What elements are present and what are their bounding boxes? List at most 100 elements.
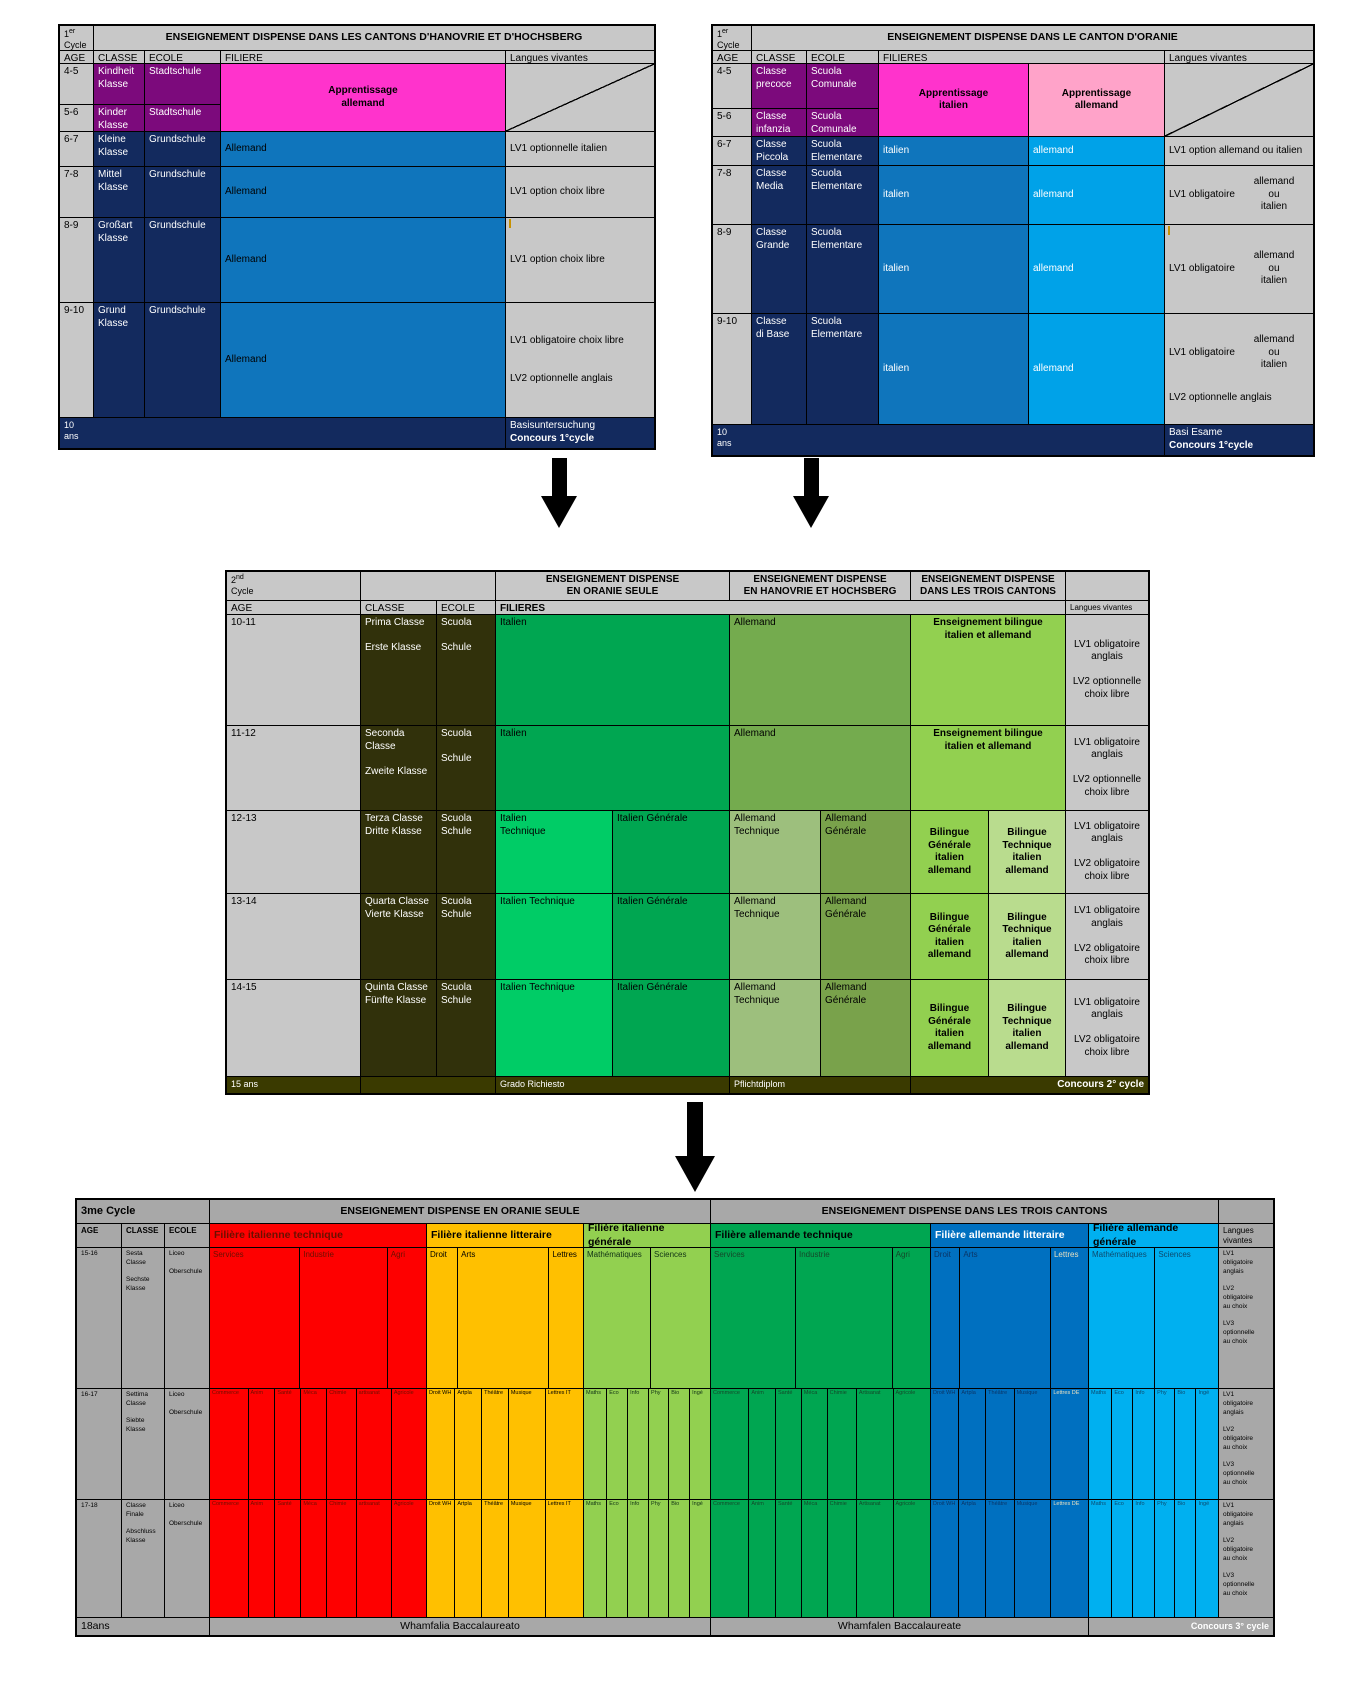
filiere-allemand-cell: allemand xyxy=(1029,225,1164,313)
title-oranie-seule: ENSEIGNEMENT DISPENSE EN ORANIE SEULE xyxy=(496,572,729,600)
classe-cell: Classe di Base xyxy=(752,314,806,424)
filiere-subcolumn: Info xyxy=(627,1500,648,1617)
filiere-subcolumn: Artpla xyxy=(958,1389,985,1499)
filiere-subcolumn: Méca xyxy=(800,1389,827,1499)
filiere-subcolumn: Lettres IT xyxy=(544,1389,583,1499)
filiere-subcolumn: Bio xyxy=(1174,1500,1195,1617)
filiere-kindergarten-cell: Apprentissage allemand xyxy=(221,64,505,131)
classe-cell: Sesta Classe Sechste Klasse xyxy=(122,1248,164,1388)
ecole-cell: Scuola Schule xyxy=(437,894,495,979)
footer-age-cell: 10 ans xyxy=(60,418,505,448)
ecole-cell: Scuola Schule xyxy=(437,615,495,725)
lv1-options: allemand ou italien xyxy=(1253,334,1295,370)
filiere-header-de-litteraire: Filière allemande litteraire xyxy=(931,1224,1088,1247)
filiere-subcolumn: Phy xyxy=(1154,1500,1174,1617)
col-header-classe: CLASSE xyxy=(361,601,436,614)
filiere-subcolumn: Musique xyxy=(1013,1500,1051,1617)
ecole-cell: Grundschule xyxy=(145,218,220,302)
cycle-number: 2 xyxy=(231,575,237,585)
langues-empty-diagonal-cell xyxy=(1165,64,1313,136)
filiere-header-it-generale: Filière italienne générale xyxy=(584,1224,710,1247)
classe-cell: Quarta Classe Vierte Klasse xyxy=(361,894,436,979)
filiere-it-technique-strip: Commerce Anim Santé Méca Chimie artisanat Agri… xyxy=(210,1500,426,1617)
ecole-cell: Scuola Elementare xyxy=(807,137,878,165)
ecole-cell: Stadtschule xyxy=(145,64,220,104)
filiere-de-litteraire-strip: Droit WH Artpla Théâtre Musique Lettres DE xyxy=(931,1500,1088,1617)
age-cell: 16-17 xyxy=(77,1389,121,1499)
age-cell: 6-7 xyxy=(713,137,751,165)
filiere-subcolumn: Théâtre xyxy=(481,1500,508,1617)
filiere-de-technique-strip: Services Industrie Agri xyxy=(711,1248,930,1388)
classe-cell: Großart Klasse xyxy=(94,218,144,302)
filiere-de-litteraire-strip: Droit Arts Lettres xyxy=(931,1248,1088,1388)
cycle-label: 2nd Cycle xyxy=(227,572,360,600)
cycle-ordinal: er xyxy=(69,28,76,35)
filiere-subcolumn: Eco xyxy=(1111,1500,1132,1617)
classe-cell: Grund Klasse xyxy=(94,303,144,417)
langues-cell: LV1 obligatoire allemand ou italien xyxy=(1165,166,1313,224)
age-cell: 5-6 xyxy=(713,109,751,136)
langues-cell: LV1 obligatoire anglais LV2 optionnelle … xyxy=(1066,615,1148,725)
ecole-cell: Stadtschule xyxy=(145,105,220,131)
filiere-it-generale-strip: Mathématiques Sciences xyxy=(584,1248,710,1388)
filiere-subcolumn: Phy xyxy=(648,1389,668,1499)
down-arrow-icon xyxy=(793,458,829,528)
filiere-cell: Allemand xyxy=(221,303,505,417)
classe-cell: Classe Media xyxy=(752,166,806,224)
filiere-subcolumn: Agricole xyxy=(390,1389,426,1499)
col-header-classe: CLASSE xyxy=(122,1224,164,1247)
filiere-subcolumn: Bio xyxy=(668,1500,689,1617)
filiere-de-technique-strip: Commerce Anim Santé Méca Chimie Artisanat Agri… xyxy=(711,1389,930,1499)
filiere-italien-technique-cell: Italien Technique xyxy=(496,811,612,893)
classe-cell: Classe infanzia xyxy=(752,109,806,136)
filiere-subcolumn: Droit xyxy=(430,1250,447,1259)
classe-cell: Mittel Klasse xyxy=(94,167,144,217)
filiere-italien-cell: italien xyxy=(879,137,1028,165)
filiere-subcolumn: Services xyxy=(714,1250,745,1259)
age-cell: 9-10 xyxy=(713,314,751,424)
col-header-ecole: ECOLE xyxy=(807,51,878,63)
filiere-subcolumn: Musique xyxy=(507,1389,545,1499)
col-header-age: AGE xyxy=(77,1224,121,1247)
down-arrow-icon xyxy=(541,458,577,528)
langues-cell: LV1 obligatoire anglais LV2 optionnelle … xyxy=(1066,726,1148,810)
footer-age-cell: 15 ans xyxy=(227,1077,360,1093)
filiere-subcolumn: Commerce xyxy=(713,1390,740,1396)
classe-cell: Quinta Classe Fünfte Klasse xyxy=(361,980,436,1076)
filiere-italien-generale-cell: Italien Générale xyxy=(613,980,729,1076)
langues-cell: LV1 obligatoire allemand ou italien xyxy=(1165,225,1313,313)
filiere-subcolumn: artisanat xyxy=(355,1389,391,1499)
filiere-de-generale-strip: Mathématiques Sciences xyxy=(1089,1248,1218,1388)
footer-exam-cell: Basisuntersuchung Concours 1°cycle xyxy=(506,418,654,448)
filiere-subcolumn: Chimie xyxy=(326,1389,355,1499)
age-cell: 9-10 xyxy=(60,303,93,417)
cycle-label: 1er Cycle xyxy=(60,26,93,50)
filiere-bilingue-cell: Enseignement bilingue italien et alleman… xyxy=(911,615,1065,725)
ecole-cell: Scuola Elementare xyxy=(807,225,878,313)
filiere-bilingue-cell: Enseignement bilingue italien et alleman… xyxy=(911,726,1065,810)
classe-cell: Prima Classe Erste Klasse xyxy=(361,615,436,725)
table-title: ENSEIGNEMENT DISPENSE DANS LES CANTONS D… xyxy=(94,26,654,50)
concours-label: Concours 1°cycle xyxy=(1169,439,1254,451)
filiere-subcolumn: Santé xyxy=(274,1389,300,1499)
classe-cell: Kleine Klasse xyxy=(94,132,144,166)
filiere-subcolumn: Maths xyxy=(1091,1501,1106,1507)
filiere-subcolumn: Phy xyxy=(648,1500,668,1617)
filiere-allemand-cell: allemand xyxy=(1029,314,1164,424)
filiere-subcolumn: Industrie xyxy=(299,1248,387,1388)
col-header-classe: CLASSE xyxy=(94,51,144,63)
langues-cell: LV1 obligatoire choix libre LV2 optionne… xyxy=(506,303,654,417)
col-header-age: AGE xyxy=(227,601,360,614)
cycle-label: 3me Cycle xyxy=(77,1200,209,1223)
cycle-word: Cycle xyxy=(64,40,87,50)
filiere-subcolumn: Anim xyxy=(748,1500,775,1617)
title-trois-cantons: ENSEIGNEMENT DISPENSE DANS LES TROIS CAN… xyxy=(911,572,1065,600)
filiere-italien-cell: Italien xyxy=(496,615,729,725)
classe-cell: Classe Grande xyxy=(752,225,806,313)
age-cell: 7-8 xyxy=(60,167,93,217)
age-cell: 6-7 xyxy=(60,132,93,166)
filiere-allemand-cell: allemand xyxy=(1029,166,1164,224)
filiere-subcolumn: Chimie xyxy=(326,1500,355,1617)
filiere-subcolumn: Ingé xyxy=(1195,1500,1218,1617)
